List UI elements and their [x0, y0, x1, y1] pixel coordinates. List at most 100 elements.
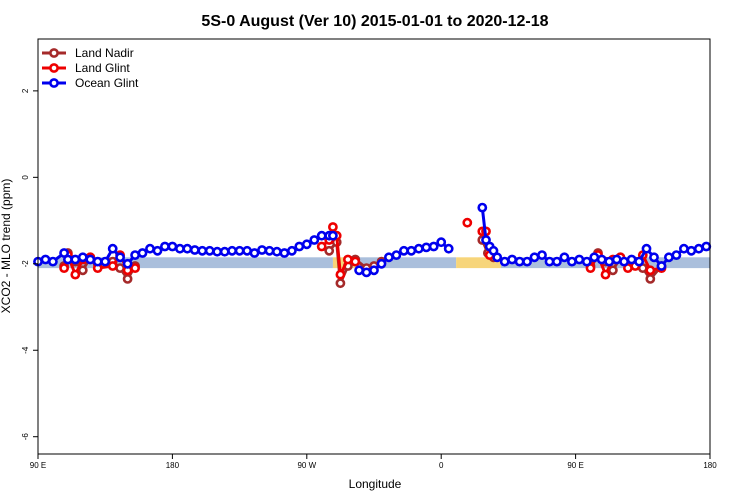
data-point [634, 256, 644, 267]
data-point [608, 265, 618, 276]
data-point [107, 243, 118, 254]
data-point [145, 243, 155, 254]
data-point [316, 241, 327, 252]
data-point [522, 256, 532, 267]
x-axis-label: Longitude [349, 477, 402, 491]
data-point [600, 269, 611, 280]
data-point [48, 256, 58, 267]
data-point [77, 265, 88, 276]
x-axis: 90 E 180 90 W 0 90 E 180 [30, 454, 717, 470]
data-point [100, 256, 111, 267]
data-point [656, 261, 667, 271]
data-point [107, 261, 118, 271]
background-band [38, 257, 333, 269]
data-point [693, 243, 704, 254]
data-point [436, 237, 447, 248]
background-band [332, 257, 356, 269]
data-point [70, 269, 81, 280]
y-tick-label: -6 [21, 433, 30, 441]
data-point [137, 248, 148, 258]
data-point [619, 256, 629, 267]
x-tick-label: 90 E [567, 461, 583, 470]
data-point [286, 245, 297, 256]
data-point [626, 254, 637, 265]
data-point [350, 256, 361, 267]
y-axis-label: XCO2 - MLO trend (ppm) [0, 179, 13, 314]
data-point [552, 256, 562, 267]
x-tick-label: 90 E [30, 461, 46, 470]
data-point [182, 243, 193, 254]
data-point [77, 252, 88, 263]
data-point [122, 273, 133, 284]
data-point [159, 241, 170, 252]
legend-label: Ocean Glint [75, 76, 139, 90]
data-point [376, 258, 387, 269]
data-point [383, 252, 394, 263]
data-point [574, 254, 585, 265]
y-tick-label: -2 [21, 260, 30, 268]
x-tick-label: 180 [703, 461, 717, 470]
y-axis: -6 -4 -2 0 2 [21, 88, 38, 440]
data-point [309, 235, 320, 245]
series-ocean-glint [33, 202, 712, 278]
data-point [294, 241, 305, 252]
legend-item: Ocean Glint [42, 76, 139, 90]
legend-item: Land Nadir [42, 46, 134, 60]
data-point [421, 242, 432, 253]
x-tick-label: 0 [439, 461, 444, 470]
data-point [462, 217, 473, 228]
y-tick-label: 0 [21, 175, 30, 180]
data-point [167, 241, 178, 252]
data-point [507, 254, 517, 265]
data-point [529, 252, 540, 263]
data-point [279, 248, 290, 258]
data-point [671, 250, 682, 260]
data-point [189, 245, 200, 255]
data-point [596, 254, 607, 265]
data-point [335, 269, 346, 280]
data-point [369, 265, 379, 276]
data-point [443, 243, 454, 254]
legend-item: Land Glint [42, 61, 130, 75]
data-point [327, 230, 338, 241]
x-tick-label: 90 W [297, 461, 316, 470]
data-point [130, 263, 140, 273]
data-point [559, 252, 570, 263]
data-point [122, 258, 133, 269]
legend-label: Land Glint [75, 61, 130, 75]
data-point [327, 222, 338, 232]
data-point [664, 252, 674, 263]
data-point [537, 250, 547, 260]
legend-swatch-marker [49, 63, 59, 73]
data-point [406, 245, 417, 256]
data-point [257, 245, 267, 255]
data-point [581, 256, 592, 267]
data-point [477, 202, 488, 213]
legend-swatch-marker [49, 48, 59, 58]
legend-label: Land Nadir [75, 46, 134, 60]
data-point [701, 241, 712, 252]
data-point [649, 252, 659, 263]
data-point [686, 245, 697, 256]
data-point [301, 239, 312, 250]
data-point [514, 256, 525, 267]
data-point [249, 248, 260, 258]
background-band [456, 257, 501, 269]
data-point [645, 273, 656, 284]
data-point [492, 252, 503, 263]
data-point [645, 265, 656, 276]
data-point [227, 245, 237, 256]
data-point [413, 243, 424, 254]
data-point [152, 245, 163, 256]
data-point [641, 243, 652, 254]
data-point [59, 263, 69, 273]
data-point [316, 230, 327, 241]
data-point [92, 256, 103, 267]
data-point [335, 278, 346, 289]
data-point [70, 254, 81, 265]
data-point [204, 245, 215, 256]
y-tick-label: -4 [21, 346, 30, 354]
data-point [264, 245, 275, 256]
